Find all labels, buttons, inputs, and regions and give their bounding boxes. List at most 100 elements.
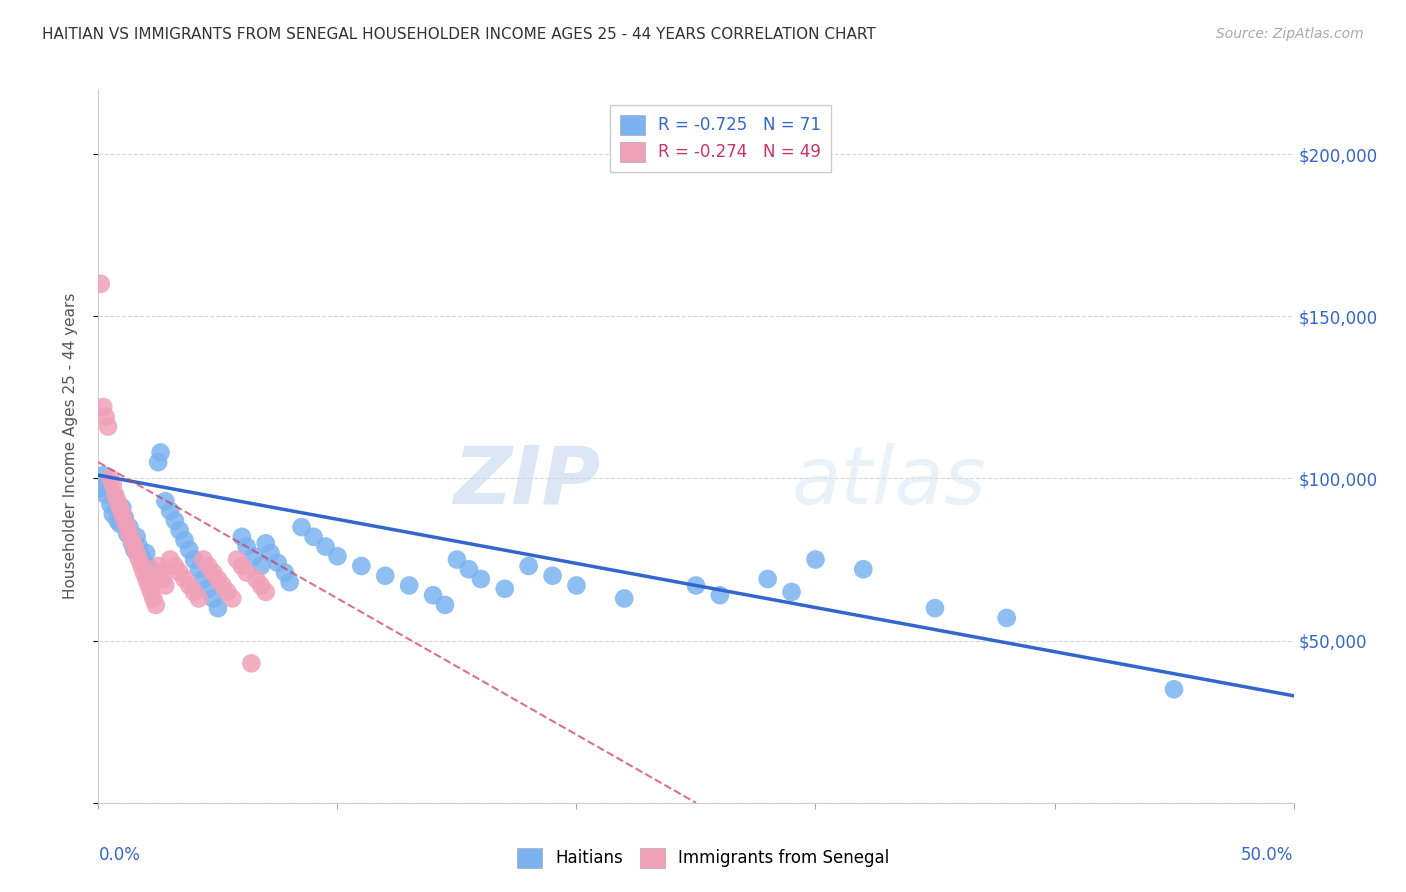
Point xyxy=(155,494,177,508)
Point xyxy=(91,400,114,414)
Point xyxy=(193,552,215,566)
Point xyxy=(302,530,325,544)
Point xyxy=(98,497,122,511)
Point xyxy=(541,568,564,582)
Point xyxy=(374,568,396,582)
Point xyxy=(494,582,516,596)
Point xyxy=(125,546,148,560)
Point xyxy=(202,566,225,580)
Point xyxy=(169,566,191,580)
Point xyxy=(132,556,155,570)
Point xyxy=(148,455,170,469)
Point xyxy=(118,526,141,541)
Point xyxy=(115,526,138,541)
Y-axis label: Householder Income Ages 25 - 44 years: Householder Income Ages 25 - 44 years xyxy=(63,293,77,599)
Point xyxy=(90,481,112,495)
Point xyxy=(159,504,181,518)
Text: 0.0%: 0.0% xyxy=(98,846,141,863)
Point xyxy=(254,536,277,550)
Point xyxy=(111,507,134,521)
Point xyxy=(398,578,420,592)
Point xyxy=(278,575,301,590)
Point xyxy=(565,578,588,592)
Point xyxy=(326,549,349,564)
Text: 50.0%: 50.0% xyxy=(1241,846,1294,863)
Point xyxy=(128,552,150,566)
Point xyxy=(197,582,219,596)
Point xyxy=(780,585,803,599)
Point xyxy=(107,514,129,528)
Text: Source: ZipAtlas.com: Source: ZipAtlas.com xyxy=(1216,27,1364,41)
Point xyxy=(155,578,177,592)
Point xyxy=(139,566,162,580)
Point xyxy=(104,491,127,505)
Point xyxy=(231,530,253,544)
Point xyxy=(291,520,314,534)
Point xyxy=(124,540,146,554)
Point xyxy=(221,591,243,606)
Point xyxy=(131,559,153,574)
Point xyxy=(315,540,337,554)
Point xyxy=(756,572,779,586)
Point xyxy=(207,601,229,615)
Point xyxy=(183,552,205,566)
Point xyxy=(202,591,225,606)
Point xyxy=(685,578,707,592)
Point xyxy=(114,514,136,528)
Point xyxy=(91,468,114,483)
Point xyxy=(139,585,162,599)
Point xyxy=(118,520,141,534)
Point xyxy=(243,549,266,564)
Point xyxy=(104,488,127,502)
Point xyxy=(995,611,1018,625)
Text: atlas: atlas xyxy=(792,442,987,521)
Point xyxy=(101,478,124,492)
Point xyxy=(231,559,253,574)
Point xyxy=(446,552,468,566)
Point xyxy=(433,598,456,612)
Point xyxy=(1163,682,1185,697)
Point xyxy=(173,533,195,547)
Point xyxy=(98,471,122,485)
Point xyxy=(115,520,138,534)
Point xyxy=(152,572,174,586)
Point xyxy=(149,566,172,580)
Point xyxy=(169,524,191,538)
Point xyxy=(235,566,257,580)
Point xyxy=(108,500,131,515)
Point xyxy=(245,572,267,586)
Point xyxy=(97,419,120,434)
Point xyxy=(142,591,165,606)
Point xyxy=(135,572,157,586)
Legend: R = -0.725   N = 71, R = -0.274   N = 49: R = -0.725 N = 71, R = -0.274 N = 49 xyxy=(610,104,831,172)
Point xyxy=(250,578,273,592)
Point xyxy=(709,588,731,602)
Point xyxy=(145,598,167,612)
Point xyxy=(274,566,297,580)
Legend: Haitians, Immigrants from Senegal: Haitians, Immigrants from Senegal xyxy=(510,841,896,875)
Point xyxy=(250,559,273,574)
Point xyxy=(138,559,160,574)
Point xyxy=(173,572,195,586)
Point xyxy=(111,500,134,515)
Point xyxy=(470,572,492,586)
Point xyxy=(114,510,136,524)
Point xyxy=(852,562,875,576)
Point xyxy=(108,516,131,531)
Point xyxy=(259,546,281,560)
Point xyxy=(254,585,277,599)
Text: HAITIAN VS IMMIGRANTS FROM SENEGAL HOUSEHOLDER INCOME AGES 25 - 44 YEARS CORRELA: HAITIAN VS IMMIGRANTS FROM SENEGAL HOUSE… xyxy=(42,27,876,42)
Point xyxy=(183,585,205,599)
Point xyxy=(197,559,219,574)
Point xyxy=(101,507,124,521)
Point xyxy=(217,585,239,599)
Point xyxy=(149,445,172,459)
Point xyxy=(148,559,170,574)
Point xyxy=(350,559,373,574)
Point xyxy=(613,591,636,606)
Point xyxy=(458,562,481,576)
Point xyxy=(131,549,153,564)
Point xyxy=(138,578,160,592)
Point xyxy=(90,277,112,291)
Point xyxy=(179,578,201,592)
